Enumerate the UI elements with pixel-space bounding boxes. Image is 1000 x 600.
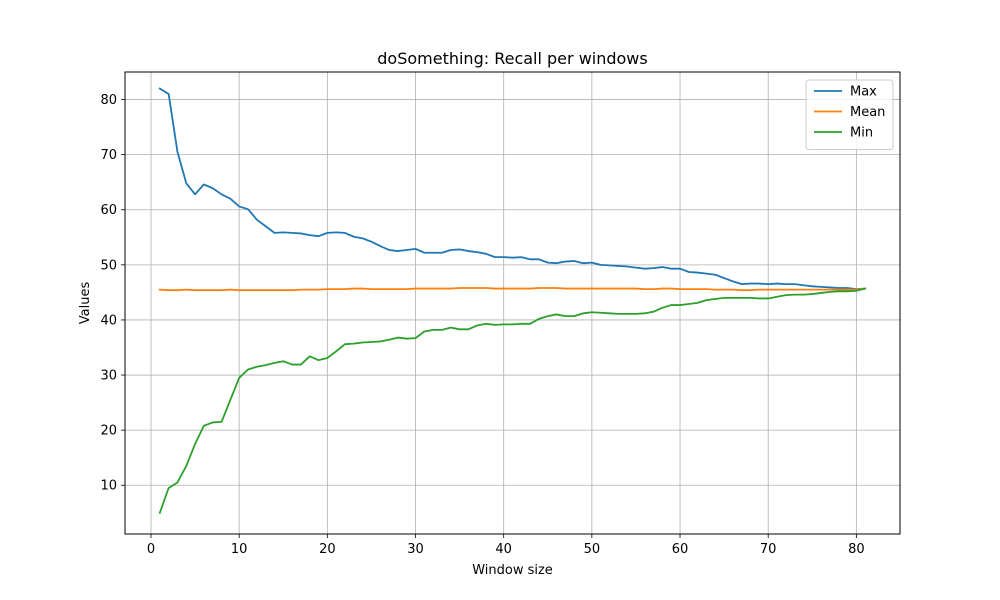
y-axis: 10 20 30 40 50 60 70 80 <box>100 93 125 494</box>
legend-label-max: Max <box>850 85 877 100</box>
x-tick-label: 0 <box>147 542 155 557</box>
series-lines <box>158 87 867 514</box>
y-tick-label: 10 <box>100 479 117 494</box>
series-line-max <box>158 87 867 290</box>
series-line-mean <box>158 287 867 292</box>
x-axis: 0 10 20 30 40 50 60 70 80 <box>147 534 865 557</box>
y-axis-label: Values <box>78 282 93 325</box>
y-tick-label: 30 <box>100 369 117 384</box>
y-tick-label: 50 <box>100 258 117 273</box>
x-tick-label: 40 <box>495 542 512 557</box>
legend: Max Mean Min <box>805 79 894 150</box>
y-tick-label: 40 <box>100 313 117 328</box>
chart-title: doSomething: Recall per windows <box>377 49 647 68</box>
plot-area-frame <box>124 71 901 535</box>
x-tick-label: 70 <box>760 542 777 557</box>
x-axis-label: Window size <box>472 563 553 578</box>
y-tick-label: 20 <box>100 424 117 439</box>
legend-label-mean: Mean <box>850 105 885 120</box>
series-line-min <box>158 287 867 514</box>
legend-label-min: Min <box>850 126 873 141</box>
x-tick-label: 20 <box>319 542 336 557</box>
y-tick-label: 70 <box>100 148 117 163</box>
x-tick-label: 80 <box>848 542 865 557</box>
x-tick-label: 30 <box>407 542 424 557</box>
y-tick-label: 60 <box>100 203 117 218</box>
x-tick-label: 10 <box>231 542 248 557</box>
x-tick-label: 50 <box>584 542 601 557</box>
x-tick-label: 60 <box>672 542 689 557</box>
y-tick-label: 80 <box>100 93 117 108</box>
